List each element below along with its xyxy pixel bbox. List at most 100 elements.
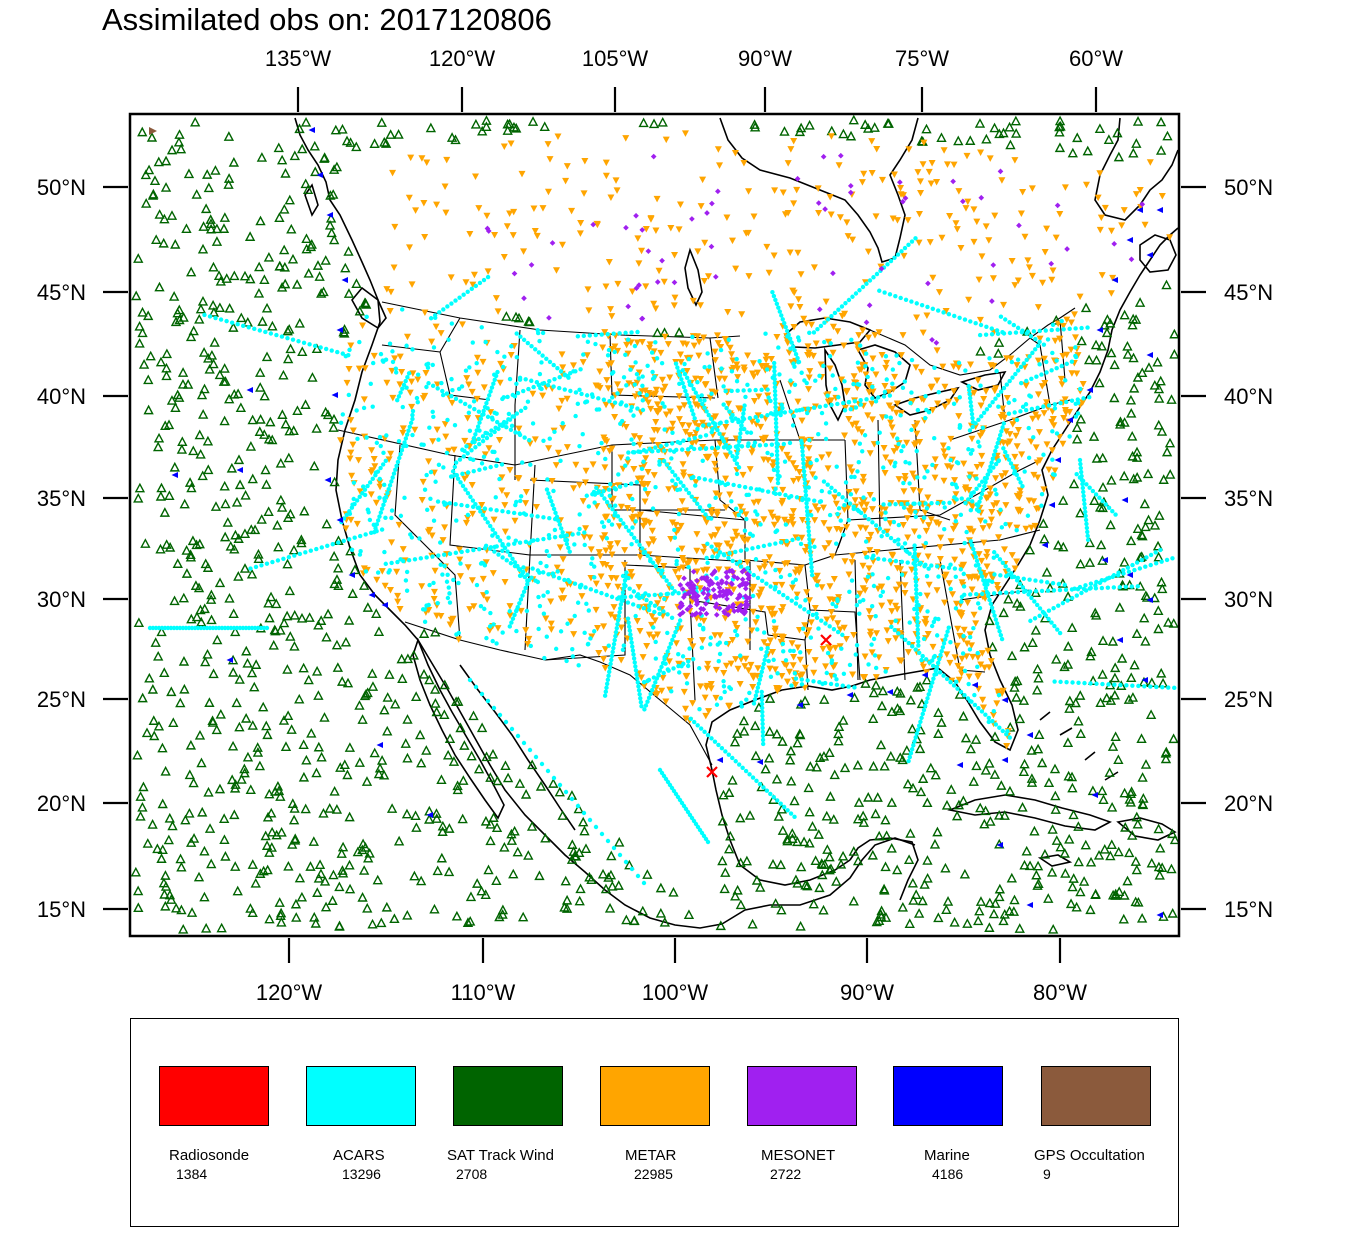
sat-track-wind-marker — [1068, 873, 1079, 883]
acars-marker — [457, 457, 463, 462]
sat-track-wind-marker — [1140, 635, 1151, 646]
metar-marker — [862, 501, 870, 509]
metar-marker — [978, 650, 986, 657]
sat-track-wind-marker — [941, 904, 952, 915]
metar-marker — [888, 551, 896, 559]
acars-marker — [1057, 587, 1063, 593]
acars-marker — [460, 471, 465, 477]
acars-marker — [584, 393, 590, 398]
acars-marker — [996, 692, 1002, 698]
metar-marker — [671, 251, 679, 259]
acars-marker — [1087, 586, 1093, 591]
acars-marker — [389, 508, 395, 513]
acars-marker — [1044, 370, 1049, 375]
sat-track-wind-marker — [1096, 340, 1108, 351]
acars-marker — [395, 459, 401, 465]
acars-marker — [1051, 605, 1056, 611]
acars-marker — [962, 692, 967, 698]
acars-marker — [890, 367, 896, 372]
metar-marker — [662, 698, 670, 705]
metar-marker — [941, 573, 949, 581]
acars-marker — [403, 436, 409, 441]
metar-marker — [546, 156, 554, 163]
metar-marker — [712, 666, 720, 674]
acars-marker — [640, 407, 646, 413]
sat-track-wind-marker — [337, 841, 349, 852]
acars-marker — [609, 653, 615, 659]
sat-track-wind-marker — [145, 350, 156, 361]
metar-marker — [625, 380, 633, 387]
acars-marker — [1056, 603, 1061, 608]
acars-marker — [461, 454, 467, 459]
sat-track-wind-marker — [155, 491, 167, 501]
metar-marker — [1003, 355, 1011, 362]
acars-marker — [946, 625, 951, 630]
sat-track-wind-marker — [202, 169, 213, 179]
acars-marker — [867, 278, 873, 283]
acars-marker — [478, 509, 483, 514]
acars-marker — [517, 511, 523, 517]
metar-marker — [868, 649, 876, 656]
acars-marker — [905, 560, 910, 565]
acars-marker — [792, 382, 798, 388]
acars-marker — [270, 559, 275, 565]
acars-marker — [347, 511, 353, 517]
metar-marker — [1029, 415, 1037, 423]
acars-marker — [984, 476, 989, 481]
sat-track-wind-marker — [575, 883, 586, 894]
acars-marker — [913, 579, 919, 584]
sat-track-wind-marker — [465, 891, 477, 902]
metar-marker — [617, 624, 625, 632]
acars-marker — [989, 326, 994, 331]
acars-marker — [787, 572, 793, 578]
acars-marker — [1042, 611, 1047, 616]
sat-track-wind-marker — [775, 859, 786, 870]
acars-marker — [1117, 584, 1123, 590]
metar-marker — [643, 642, 651, 650]
acars-marker — [959, 594, 965, 600]
acars-marker — [764, 581, 769, 586]
acars-marker — [664, 462, 670, 467]
metar-marker — [692, 438, 700, 446]
acars-marker — [286, 554, 292, 560]
sat-track-wind-marker — [657, 116, 668, 127]
acars-marker — [453, 460, 459, 465]
metar-marker — [1006, 522, 1014, 529]
acars-marker — [974, 558, 980, 564]
metar-marker — [985, 664, 993, 671]
sat-track-wind-marker — [848, 895, 859, 906]
metar-marker — [464, 415, 472, 422]
metar-marker — [569, 362, 577, 369]
acars-marker — [505, 394, 510, 400]
acars-marker — [453, 502, 458, 507]
sat-track-wind-marker — [845, 130, 857, 141]
metar-marker — [532, 503, 540, 511]
acars-marker — [979, 709, 985, 714]
acars-marker — [999, 636, 1005, 642]
acars-marker — [744, 547, 749, 552]
metar-marker — [953, 642, 961, 650]
acars-marker — [517, 540, 523, 545]
sat-track-wind-marker — [818, 904, 829, 915]
sat-track-wind-marker — [291, 279, 303, 289]
sat-track-wind-marker — [185, 551, 197, 562]
metar-marker — [965, 296, 973, 304]
sat-track-wind-marker — [1091, 354, 1102, 365]
acars-marker — [607, 493, 613, 498]
acars-marker — [592, 500, 597, 505]
sat-track-wind-marker — [316, 751, 327, 762]
metar-marker — [802, 320, 810, 327]
acars-marker — [519, 460, 525, 465]
metar-marker — [596, 553, 604, 560]
acars-marker — [374, 440, 380, 446]
metar-marker — [1040, 355, 1048, 363]
metar-marker — [389, 394, 397, 402]
metar-marker — [756, 565, 764, 572]
acars-marker — [535, 327, 540, 333]
acars-marker — [997, 557, 1003, 562]
acars-marker — [364, 314, 369, 320]
acars-marker — [629, 437, 634, 442]
acars-marker — [535, 579, 541, 585]
metar-marker — [633, 618, 641, 625]
acars-marker — [1078, 461, 1083, 467]
